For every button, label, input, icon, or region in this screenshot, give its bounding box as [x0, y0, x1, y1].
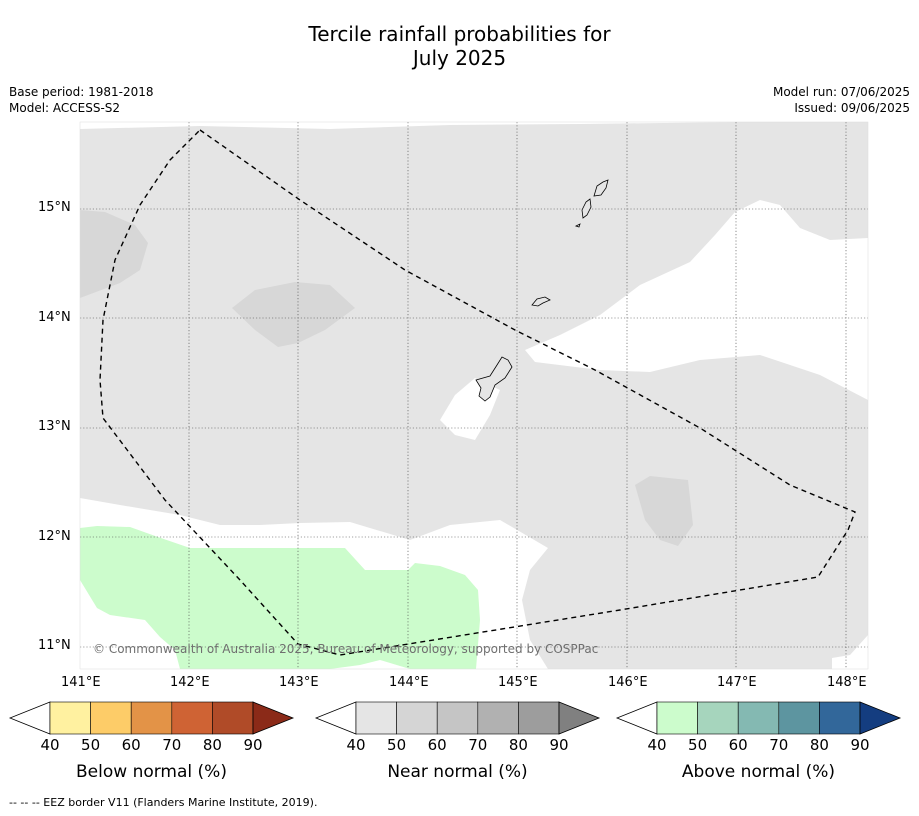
lon-label-144: 144°E	[389, 675, 429, 690]
islands	[475, 179, 609, 402]
colorbar-title: Above normal (%)	[681, 762, 836, 782]
lat-label-14: 14°N	[38, 310, 71, 325]
colorbar-segment	[819, 701, 861, 735]
colorbar-segment	[656, 701, 698, 735]
colorbar-segment	[355, 701, 397, 735]
island-agrihan	[593, 179, 609, 197]
near-normal-50-region-east	[635, 476, 693, 546]
model-run: Model run: 07/06/2025	[772, 85, 910, 99]
title-line-2: July 2025	[412, 46, 507, 70]
lat-label-13: 13°N	[38, 419, 71, 434]
lat-label-12: 12°N	[38, 529, 71, 544]
lat-label-11: 11°N	[38, 638, 71, 653]
island-saipan	[531, 296, 551, 307]
no-signal-region-north	[80, 122, 868, 129]
colorbar-1	[8, 701, 295, 735]
map-area	[80, 122, 868, 669]
model-name: Model: ACCESS-S2	[9, 101, 121, 115]
colorbar-segment	[737, 701, 780, 735]
lon-label-141: 141°E	[61, 675, 101, 690]
lon-label-147: 147°E	[717, 675, 757, 690]
no-signal-region-southwest	[80, 612, 165, 669]
island-guam	[475, 356, 513, 402]
no-signal-region-east	[525, 200, 868, 400]
colorbar-segment	[396, 701, 438, 735]
colorbars	[8, 701, 902, 735]
colorbar-segment	[130, 701, 173, 735]
near-normal-50-region-west	[80, 210, 148, 298]
meta-left: Base period: 1981-2018 Model: ACCESS-S2	[9, 84, 154, 116]
colorbar-tick-label: 50	[688, 736, 708, 754]
colorbar-title: Near normal (%)	[387, 762, 528, 782]
colorbar-segment	[477, 701, 519, 735]
colorbar-max-extension	[558, 701, 601, 735]
colorbar-tick-label: 40	[40, 736, 60, 754]
island-pagan	[581, 198, 592, 219]
colorbar-tick-label: 50	[387, 736, 407, 754]
colorbar-min-extension	[8, 701, 51, 735]
colorbar-tick-label: 90	[850, 736, 870, 754]
colorbar-segment	[697, 701, 739, 735]
colorbar-segment	[778, 701, 820, 735]
island-alamagan	[574, 223, 581, 228]
near-normal-50-region-central	[232, 282, 355, 347]
lon-label-145: 145°E	[498, 675, 538, 690]
colorbar-segment	[90, 701, 132, 735]
graticule	[80, 122, 868, 669]
colorbar-segment	[49, 701, 91, 735]
colorbar-3	[615, 701, 902, 735]
colorbar-min-extension	[314, 701, 357, 735]
colorbar-tick-label: 90	[243, 736, 263, 754]
no-signal-region-southeast	[832, 635, 868, 669]
colorbar-tick-label: 80	[508, 736, 528, 754]
colorbar-min-extension	[615, 701, 658, 735]
copyright-note: © Commonwealth of Australia 2025, Bureau…	[93, 642, 599, 656]
eez-footnote: -- -- -- EEZ border V11 (Flanders Marine…	[9, 796, 318, 809]
colorbar-tick-label: 60	[427, 736, 447, 754]
chart-title: Tercile rainfall probabilities for July …	[0, 22, 919, 70]
lon-label-148: 148°E	[827, 675, 867, 690]
colorbar-max-extension	[252, 701, 295, 735]
colorbar-tick-label: 60	[121, 736, 141, 754]
colorbar-max-extension	[859, 701, 902, 735]
colorbar-tick-label: 40	[647, 736, 667, 754]
colorbar-title: Below normal (%)	[76, 762, 227, 782]
colorbar-tick-label: 80	[809, 736, 829, 754]
title-line-1: Tercile rainfall probabilities for	[308, 22, 611, 46]
map-frame	[79, 121, 869, 670]
colorbar-tick-label: 40	[346, 736, 366, 754]
above-normal-40-region	[80, 526, 480, 669]
colorbar-tick-label: 70	[468, 736, 488, 754]
lon-label-142: 142°E	[170, 675, 210, 690]
colorbar-segment	[212, 701, 254, 735]
colorbar-tick-label: 90	[549, 736, 569, 754]
colorbar-tick-label: 70	[162, 736, 182, 754]
colorbar-segment	[171, 701, 213, 735]
eez-border	[99, 129, 856, 656]
lat-label-15: 15°N	[38, 200, 71, 215]
colorbar-segment	[436, 701, 479, 735]
colorbar-tick-label: 70	[769, 736, 789, 754]
meta-right: Model run: 07/06/2025 Issued: 09/06/2025	[773, 84, 910, 116]
lon-label-146: 146°E	[608, 675, 648, 690]
colorbar-segment	[518, 701, 560, 735]
issued-date: Issued: 09/06/2025	[794, 101, 910, 115]
colorbar-tick-label: 50	[81, 736, 101, 754]
lon-label-143: 143°E	[279, 675, 319, 690]
colorbar-tick-label: 60	[728, 736, 748, 754]
colorbar-2	[314, 701, 601, 735]
colorbar-tick-label: 80	[202, 736, 222, 754]
base-period: Base period: 1981-2018	[9, 85, 154, 99]
